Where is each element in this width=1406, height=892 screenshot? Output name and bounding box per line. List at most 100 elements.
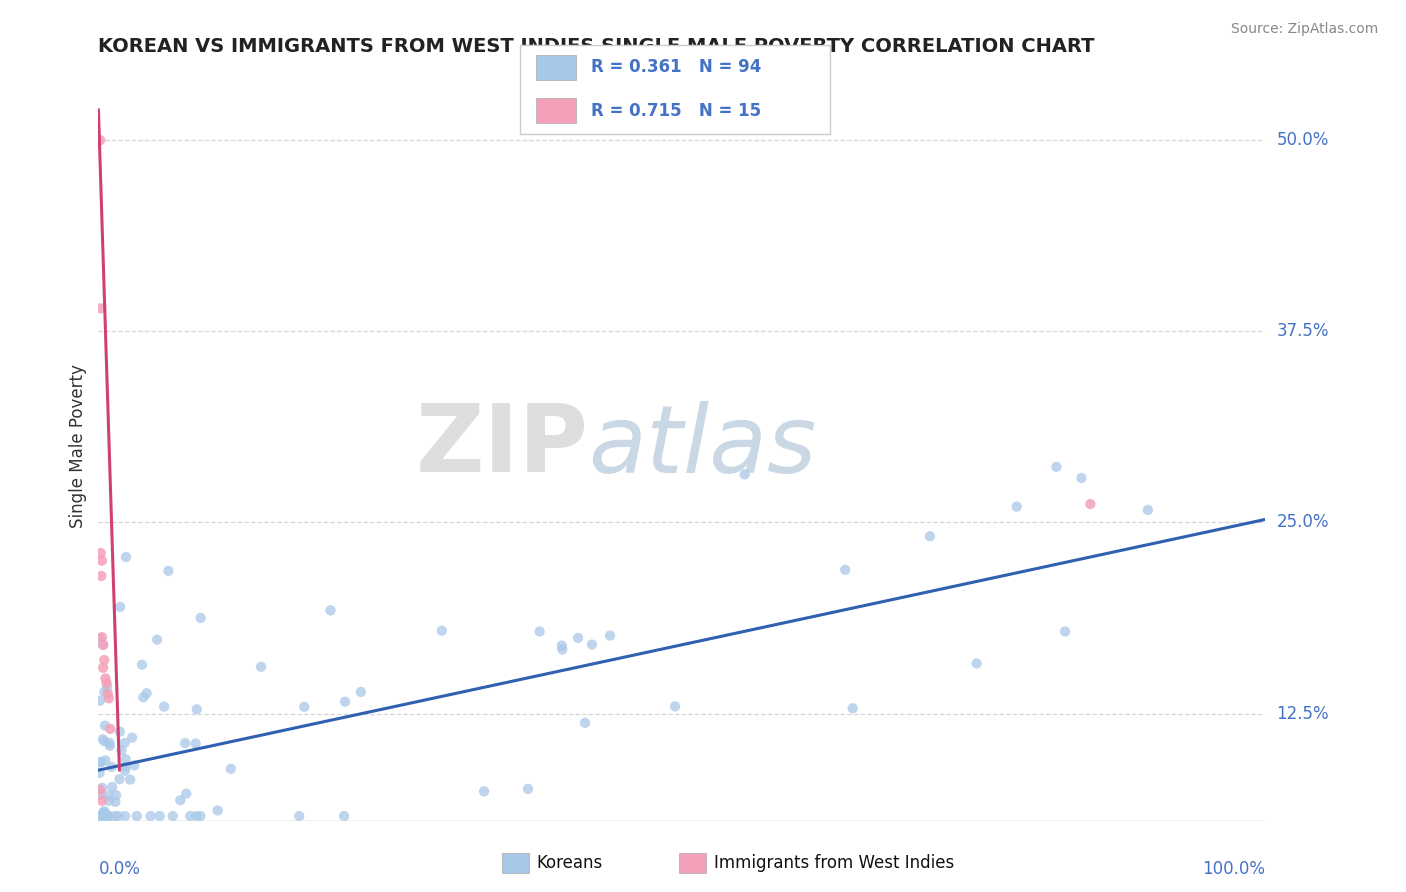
- Point: [472, 784, 495, 798]
- Point: [94, 806, 117, 821]
- Point: [174, 787, 197, 801]
- Point: [97, 691, 120, 706]
- Point: [104, 795, 127, 809]
- Point: [90, 630, 112, 644]
- Point: [90, 301, 112, 316]
- Point: [108, 724, 131, 739]
- Text: atlas: atlas: [589, 401, 817, 491]
- Point: [94, 754, 117, 768]
- Text: 50.0%: 50.0%: [1277, 131, 1329, 149]
- Point: [517, 781, 540, 796]
- Point: [184, 809, 207, 823]
- Point: [1054, 624, 1077, 639]
- Point: [90, 554, 112, 568]
- Text: Source: ZipAtlas.com: Source: ZipAtlas.com: [1230, 22, 1378, 37]
- Text: 37.5%: 37.5%: [1277, 322, 1329, 341]
- Point: [114, 809, 136, 823]
- Text: 100.0%: 100.0%: [1202, 860, 1265, 878]
- Point: [90, 794, 112, 808]
- Point: [91, 732, 114, 747]
- Point: [250, 660, 273, 674]
- Text: R = 0.715   N = 15: R = 0.715 N = 15: [592, 102, 762, 120]
- Y-axis label: Single Male Poverty: Single Male Poverty: [69, 364, 87, 528]
- Point: [93, 638, 115, 652]
- Point: [567, 631, 589, 645]
- Text: R = 0.361   N = 94: R = 0.361 N = 94: [592, 58, 762, 77]
- Point: [1136, 503, 1159, 517]
- Text: Immigrants from West Indies: Immigrants from West Indies: [713, 854, 953, 872]
- Text: 12.5%: 12.5%: [1277, 705, 1329, 723]
- Point: [90, 809, 112, 823]
- Point: [90, 546, 112, 560]
- Point: [333, 809, 356, 823]
- Point: [98, 722, 121, 736]
- Point: [98, 739, 121, 753]
- Point: [114, 736, 136, 750]
- Point: [114, 752, 136, 766]
- Point: [121, 731, 143, 745]
- Text: 25.0%: 25.0%: [1277, 514, 1329, 532]
- Point: [90, 569, 112, 583]
- Point: [93, 653, 115, 667]
- Point: [131, 657, 153, 672]
- Point: [91, 638, 114, 652]
- Point: [186, 702, 208, 716]
- Point: [1070, 471, 1092, 485]
- Text: 0.0%: 0.0%: [98, 860, 141, 878]
- Point: [93, 804, 115, 818]
- Point: [89, 133, 111, 147]
- Point: [551, 639, 574, 653]
- Point: [101, 780, 124, 794]
- Point: [98, 809, 121, 823]
- Point: [89, 788, 111, 802]
- Point: [89, 809, 111, 823]
- FancyBboxPatch shape: [520, 45, 830, 134]
- Text: KOREAN VS IMMIGRANTS FROM WEST INDIES SINGLE MALE POVERTY CORRELATION CHART: KOREAN VS IMMIGRANTS FROM WEST INDIES SI…: [98, 37, 1095, 56]
- Point: [91, 661, 114, 675]
- Point: [841, 701, 863, 715]
- Point: [333, 695, 356, 709]
- Point: [1005, 500, 1028, 514]
- Point: [664, 699, 686, 714]
- Point: [96, 680, 118, 694]
- Point: [93, 809, 115, 823]
- Point: [288, 809, 311, 823]
- Point: [174, 736, 197, 750]
- Point: [108, 599, 131, 614]
- Bar: [502, 853, 529, 873]
- Point: [89, 632, 111, 646]
- Point: [89, 766, 111, 780]
- Point: [574, 715, 596, 730]
- Point: [90, 755, 112, 769]
- Point: [98, 794, 121, 808]
- Point: [734, 467, 756, 482]
- Point: [124, 758, 146, 772]
- Point: [146, 632, 169, 647]
- Point: [350, 685, 373, 699]
- Point: [108, 772, 131, 787]
- Point: [834, 563, 856, 577]
- Point: [551, 642, 574, 657]
- Point: [125, 809, 148, 823]
- Point: [107, 809, 129, 823]
- Point: [93, 734, 115, 748]
- Bar: [536, 98, 576, 123]
- Point: [105, 788, 128, 802]
- Point: [430, 624, 453, 638]
- Point: [114, 764, 136, 778]
- Point: [97, 687, 120, 701]
- Point: [89, 756, 111, 770]
- Point: [100, 760, 122, 774]
- Point: [581, 638, 603, 652]
- Point: [207, 804, 229, 818]
- Point: [599, 629, 621, 643]
- Point: [292, 699, 315, 714]
- Point: [162, 809, 184, 823]
- Text: ZIP: ZIP: [416, 400, 589, 492]
- Point: [93, 685, 115, 699]
- Point: [169, 793, 191, 807]
- Point: [89, 694, 111, 708]
- Point: [1045, 459, 1067, 474]
- Point: [918, 529, 941, 543]
- Point: [1080, 497, 1102, 511]
